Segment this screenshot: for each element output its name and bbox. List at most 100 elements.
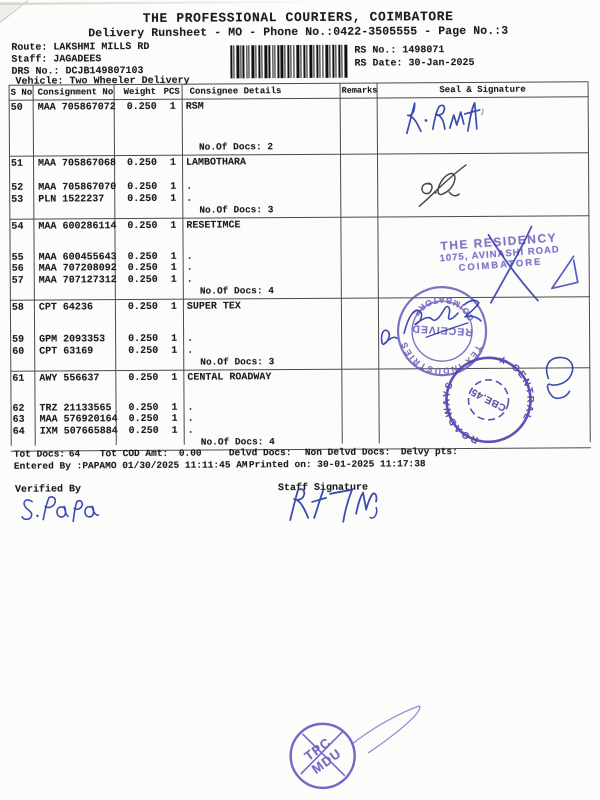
rs-date-line: RS Date: 30-Jan-2025 xyxy=(354,57,475,70)
cell-pcs: 1 xyxy=(171,372,178,384)
cell-consignment: PLN 1522237 xyxy=(38,193,105,206)
cell-consignee: . xyxy=(186,251,193,263)
cell-sno: 59 xyxy=(12,334,25,346)
table-row: 51 MAA 705867068 0.250 1 LAMBOTHARA xyxy=(9,153,589,170)
cell-sno: 55 xyxy=(11,252,24,264)
cell-sno: 53 xyxy=(11,194,24,206)
cell-consignee: RSM xyxy=(185,101,204,113)
cell-consignee: . xyxy=(187,425,194,437)
central-roadways-stamp: ★ CENTRAL ROADWAYS CBE.45 xyxy=(435,346,543,454)
header-consignment: Consignment No xyxy=(37,87,114,98)
cell-consignment: AWY 556637 xyxy=(39,373,100,385)
pen-triangle-mark xyxy=(546,252,584,294)
cell-consignment: CPT 64236 xyxy=(38,302,93,314)
cell-pcs: 1 xyxy=(171,402,178,414)
signature-row50 xyxy=(402,100,487,143)
cell-consignee: SUPER TEX xyxy=(186,301,241,313)
cell-sno: 52 xyxy=(11,182,24,194)
cell-sno: 63 xyxy=(12,414,25,426)
cell-consignment: MAA 576920164 xyxy=(39,414,118,426)
cell-weight: 0.250 xyxy=(128,425,159,437)
cod-value: 0.00 xyxy=(178,447,202,459)
cell-sno: 56 xyxy=(11,263,24,275)
cell-consignment: MAA 705867068 xyxy=(38,158,117,170)
cell-pcs: 1 xyxy=(170,274,177,286)
header-weight: Weight xyxy=(123,86,157,98)
barcode xyxy=(230,44,350,79)
cell-pcs: 1 xyxy=(171,425,178,437)
cell-pcs: 1 xyxy=(171,333,178,345)
header-consignee: Consignee Details xyxy=(189,86,282,97)
cell-pcs: 1 xyxy=(169,101,176,113)
cell-pcs: 1 xyxy=(170,181,177,193)
route-line: Route: LAKSHMI MILLS RD xyxy=(11,41,150,54)
cell-sno: 61 xyxy=(12,373,25,385)
entered-by-line: Entered By :PAPAMO 01/30/2025 11:11:45 A… xyxy=(13,459,248,472)
cod-label: Tot COD Amt: xyxy=(99,447,169,460)
cell-weight: 0.250 xyxy=(127,301,158,314)
cell-weight: 0.250 xyxy=(127,274,158,286)
cell-sno: 60 xyxy=(12,346,25,358)
header-remarks: Remarks xyxy=(341,85,378,96)
table-row: 50 MAA 705867072 0.250 1 RSM xyxy=(9,97,589,114)
cell-sno: 57 xyxy=(11,275,24,287)
cell-weight: 0.250 xyxy=(126,101,157,114)
cell-weight: 0.250 xyxy=(128,345,159,357)
cell-consignment: MAA 705867070 xyxy=(38,182,117,194)
cell-pcs: 1 xyxy=(170,251,177,263)
roadways-stamp-ring-text: ★ CENTRAL xyxy=(489,354,541,424)
header-sno: S No xyxy=(10,87,33,98)
staff-signature-handwriting xyxy=(282,484,382,535)
signature-row51 xyxy=(416,163,474,209)
cell-consignee: . xyxy=(186,262,193,274)
cell-consignment: MAA 600455643 xyxy=(38,251,117,264)
cell-consignment: IXM 507665884 xyxy=(39,425,118,438)
runsheet-subtitle: Delivery Runsheet - MO - Phone No.:0422-… xyxy=(88,24,509,41)
cell-weight: 0.250 xyxy=(127,193,158,205)
cell-sno: 62 xyxy=(12,403,25,415)
group-subrows: 52 MAA 705867070 0.250 1 . 53 PLN 152223… xyxy=(9,179,589,219)
cell-consignee: . xyxy=(187,402,194,414)
cell-weight: 0.250 xyxy=(128,402,159,414)
cell-consignment: GPM 2093353 xyxy=(39,334,106,346)
cell-weight: 0.250 xyxy=(127,220,158,233)
rs-no-line: RS No.: 1498071 xyxy=(354,45,445,57)
cell-sno: 54 xyxy=(11,221,24,233)
verified-by-signature xyxy=(19,489,107,528)
cell-consignment: MAA 707127312 xyxy=(38,274,117,287)
cell-sno: 50 xyxy=(10,102,23,114)
staff-line: Staff: JAGADEES xyxy=(11,54,102,66)
cell-weight: 0.250 xyxy=(127,262,158,275)
cell-consignee: . xyxy=(187,413,194,425)
cell-consignee: RESETIMCE xyxy=(186,220,241,232)
cell-pcs: 1 xyxy=(171,345,178,357)
non-delvd-docs-label: Non Delvd Docs: xyxy=(304,446,391,458)
pen-x-mark xyxy=(485,222,546,306)
cell-sno: 64 xyxy=(12,426,25,438)
cell-pcs: 1 xyxy=(170,157,177,169)
header-seal: Seal & Signature xyxy=(439,84,526,96)
signature-row58 xyxy=(374,293,504,356)
cell-weight: 0.250 xyxy=(127,157,158,170)
cell-weight: 0.250 xyxy=(127,251,158,263)
cell-pcs: 1 xyxy=(170,301,177,313)
cell-consignment: MAA 707208092 xyxy=(38,263,117,275)
tot-docs-label: Tot Docs: xyxy=(13,448,66,460)
cell-consignment: CPT 63169 xyxy=(39,345,94,358)
cell-consignee: CENTAL ROADWAY xyxy=(187,372,272,384)
cell-consignee: . xyxy=(186,193,193,205)
cell-weight: 0.250 xyxy=(128,333,159,346)
scan-edge-shadow xyxy=(0,0,329,5)
cell-consignee: . xyxy=(187,345,194,357)
cell-pcs: 1 xyxy=(170,193,177,205)
cell-consignment: TRZ 21133565 xyxy=(39,402,112,415)
header-pcs: PCS xyxy=(163,86,180,97)
cell-pcs: 1 xyxy=(170,220,177,232)
cell-pcs: 1 xyxy=(170,262,177,274)
tpc-mdu-stamp: TPC MDU xyxy=(278,699,431,796)
cell-weight: 0.250 xyxy=(128,413,159,426)
consignment-group: 50 MAA 705867072 0.250 1 RSM No.Of Docs:… xyxy=(8,97,589,157)
cell-consignee: . xyxy=(186,274,193,286)
consignment-group: 51 MAA 705867068 0.250 1 LAMBOTHARA 52 M… xyxy=(8,153,590,220)
roadways-stamp-center-text: CBE.45 xyxy=(469,386,508,413)
